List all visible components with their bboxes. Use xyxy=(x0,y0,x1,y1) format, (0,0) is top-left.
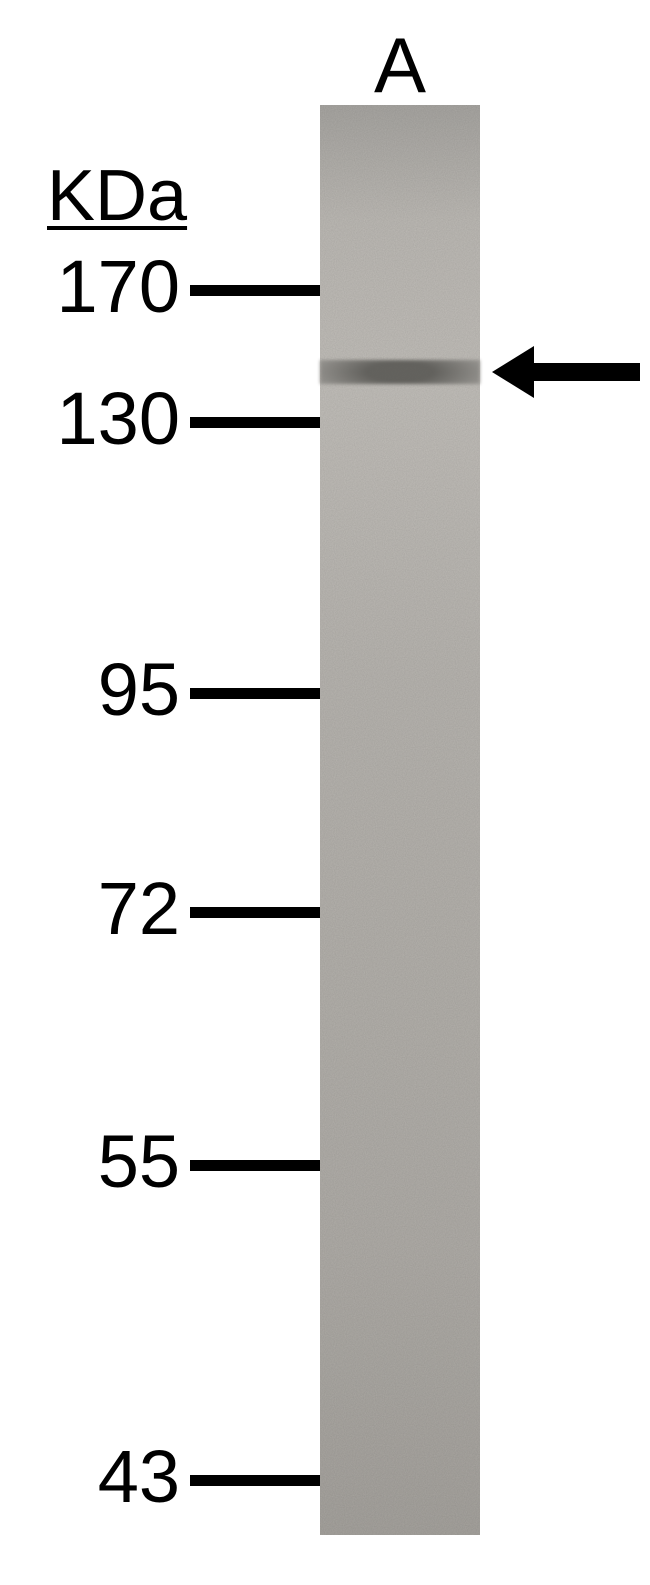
mw-tick-43 xyxy=(190,1475,320,1486)
mw-label-55: 55 xyxy=(98,1119,180,1204)
mw-label-72: 72 xyxy=(98,866,180,951)
mw-label-130: 130 xyxy=(57,376,180,461)
mw-label-43: 43 xyxy=(98,1434,180,1519)
mw-tick-130 xyxy=(190,417,320,428)
arrow-head-icon xyxy=(492,346,534,398)
mw-tick-55 xyxy=(190,1160,320,1171)
mw-label-95: 95 xyxy=(98,647,180,732)
blot-canvas: A KDa 170 130 95 72 55 43 xyxy=(0,0,650,1585)
mw-tick-95 xyxy=(190,688,320,699)
arrow-shaft xyxy=(534,363,640,381)
lane-a-label: A xyxy=(374,20,426,111)
mw-tick-170 xyxy=(190,285,320,296)
lane-a-grain xyxy=(320,105,480,1535)
detected-band xyxy=(320,360,480,384)
kda-header: KDa xyxy=(47,155,187,237)
mw-label-170: 170 xyxy=(57,244,180,329)
mw-tick-72 xyxy=(190,907,320,918)
